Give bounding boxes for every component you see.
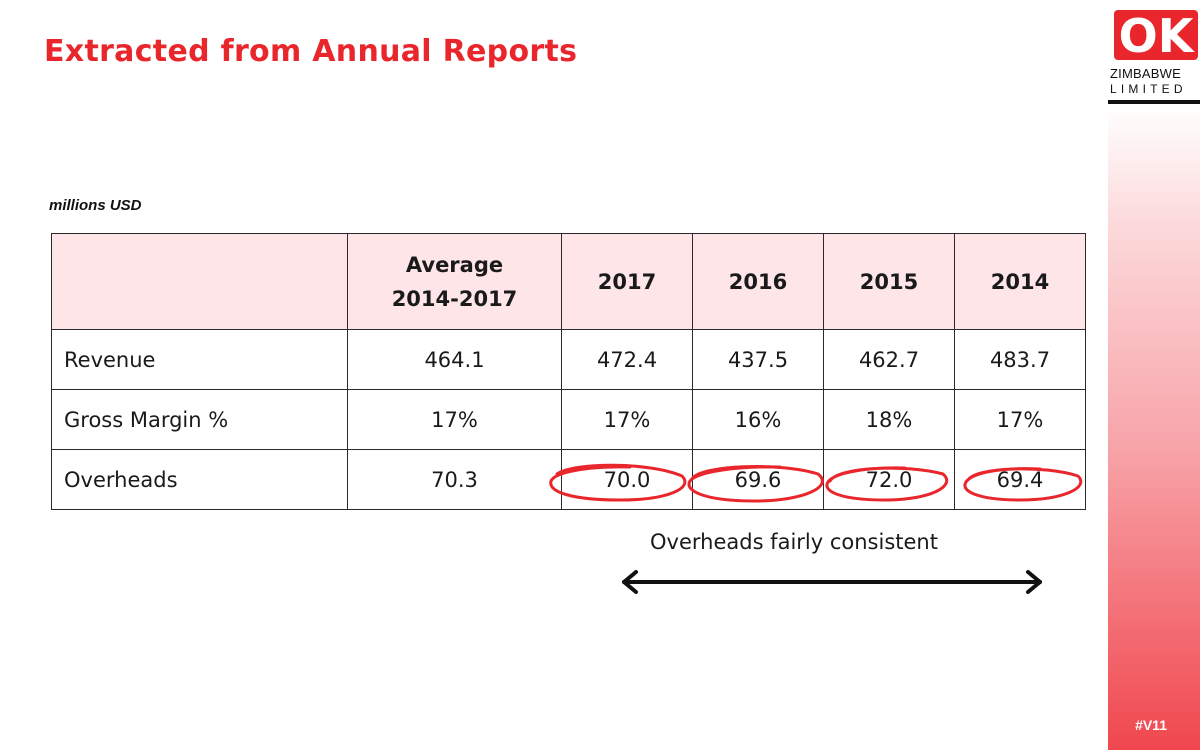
table-row-gross-margin: Gross Margin % 17% 17% 16% 18% 17% — [51, 389, 1086, 450]
page-title: Extracted from Annual Reports — [44, 34, 578, 69]
cell-average: 17% — [347, 389, 562, 450]
logo-mark: OK — [1119, 10, 1196, 60]
header-2016: 2016 — [692, 233, 824, 330]
ok-logo-icon: OK — [1114, 10, 1198, 60]
logo-line2: LIMITED — [1110, 82, 1187, 96]
table-row-overheads: Overheads 70.3 70.0 69.6 72.0 69.4 — [51, 449, 1086, 510]
cell-2016: 69.6 — [692, 449, 824, 510]
brand-sidebar: OK ZIMBABWE LIMITED #V11 — [1108, 0, 1200, 750]
header-2017: 2017 — [561, 233, 693, 330]
table-row-revenue: Revenue 464.1 472.4 437.5 462.7 483.7 — [51, 329, 1086, 390]
logo-underline — [1108, 100, 1200, 104]
header-average-line2: 2014-2017 — [391, 286, 518, 311]
cell-2016: 437.5 — [692, 329, 824, 390]
cell-2014: 483.7 — [954, 329, 1086, 390]
cell-2015: 462.7 — [823, 329, 955, 390]
cell-average: 70.3 — [347, 449, 562, 510]
header-average: Average 2014-2017 — [347, 233, 562, 330]
header-2015: 2015 — [823, 233, 955, 330]
cell-2014: 17% — [954, 389, 1086, 450]
financial-table: Average 2014-2017 2017 2016 2015 2014 Re… — [51, 233, 1086, 510]
cell-2015: 18% — [823, 389, 955, 450]
double-arrow — [622, 570, 1042, 594]
row-label: Gross Margin % — [51, 389, 348, 450]
row-label: Revenue — [51, 329, 348, 390]
cell-2017: 17% — [561, 389, 693, 450]
cell-2014: 69.4 — [954, 449, 1086, 510]
annotation-text: Overheads fairly consistent — [650, 530, 938, 554]
slide-tag: #V11 — [1135, 717, 1167, 733]
cell-2016: 16% — [692, 389, 824, 450]
cell-average: 464.1 — [347, 329, 562, 390]
header-average-line1: Average — [405, 252, 504, 277]
header-label-cell — [51, 233, 348, 330]
row-label: Overheads — [51, 449, 348, 510]
table-header-row: Average 2014-2017 2017 2016 2015 2014 — [51, 233, 1086, 330]
cell-2017: 472.4 — [561, 329, 693, 390]
header-2014: 2014 — [954, 233, 1086, 330]
logo-line1: ZIMBABWE — [1110, 66, 1181, 81]
unit-label: millions USD — [49, 197, 142, 214]
cell-2017: 70.0 — [561, 449, 693, 510]
cell-2015: 72.0 — [823, 449, 955, 510]
